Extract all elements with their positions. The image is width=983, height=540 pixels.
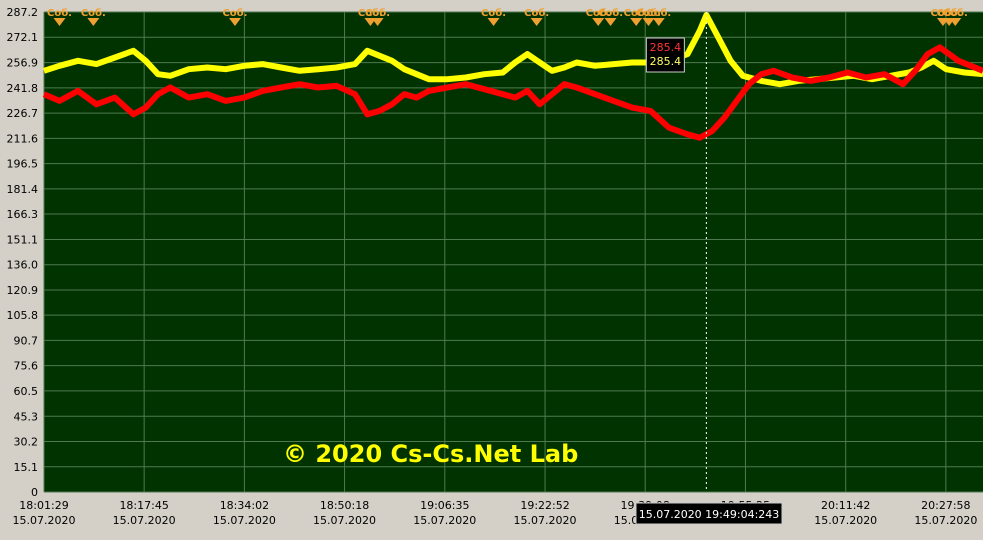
x-tick-date: 15.07.2020: [13, 514, 76, 527]
y-tick-label: 15.1: [14, 461, 39, 474]
x-tick-time: 19:22:52: [520, 499, 569, 512]
y-tick-label: 105.8: [7, 309, 39, 322]
grid: [43, 11, 983, 493]
event-markers: Соб. Соб. Соб. Соб.Соб. Соб. Соб. Соб.Соб. Соб.…: [47, 7, 968, 26]
y-tick-label: 90.7: [14, 334, 39, 347]
event-marker-triangle: [228, 18, 241, 26]
x-tick-time: 18:50:18: [320, 499, 369, 512]
event-marker-triangle: [642, 18, 655, 26]
y-tick-label: 287.2: [7, 6, 39, 19]
event-marker-triangle: [371, 18, 384, 26]
event-marker-label: Соб.: [222, 7, 247, 19]
event-marker-triangle: [530, 18, 543, 26]
event-marker-triangle: [630, 18, 643, 26]
y-tick-label: 60.5: [14, 385, 39, 398]
event-marker-triangle: [652, 18, 665, 26]
x-tick-time: 20:11:42: [821, 499, 870, 512]
event-marker-label: Соб.: [47, 7, 72, 19]
event-marker-label: Соб.: [636, 7, 661, 19]
x-tick-date: 15.07.2020: [914, 514, 977, 527]
y-tick-label: 196.5: [7, 158, 39, 171]
event-marker-triangle: [604, 18, 617, 26]
event-marker-label: Соб.: [624, 7, 649, 19]
y-tick-label: 181.4: [7, 183, 39, 196]
event-marker-triangle: [53, 18, 66, 26]
event-marker-label: Соб.: [930, 7, 955, 19]
y-tick-label: 120.9: [7, 284, 39, 297]
event-marker-triangle: [87, 18, 100, 26]
event-marker-label: Соб.: [524, 7, 549, 19]
event-marker-label: Соб.: [943, 7, 968, 19]
x-tick-date: 15.07.2020: [213, 514, 276, 527]
x-tick-time: 20:27:58: [921, 499, 970, 512]
event-marker-triangle: [949, 18, 962, 26]
y-tick-label: 30.2: [14, 436, 39, 449]
y-tick-label: 151.1: [7, 233, 39, 246]
event-marker-triangle: [592, 18, 605, 26]
series-group: [42, 12, 983, 141]
x-tick-date: 15.07.2020: [814, 514, 877, 527]
x-tick-time: 19:06:35: [420, 499, 469, 512]
y-tick-label: 272.1: [7, 31, 39, 44]
event-marker-label: Соб.: [358, 7, 383, 19]
cursor-value-box: [645, 37, 685, 73]
x-tick-date: 15.07.2020: [113, 514, 176, 527]
event-marker-label: Соб.: [481, 7, 506, 19]
cursor-value: 285.4: [650, 41, 682, 54]
y-tick-label: 256.9: [7, 57, 39, 70]
x-tick-time: 18:01:29: [19, 499, 68, 512]
y-axis: 287.2 272.1 256.9 241.8 226.7 211.6 196.5 181.4…: [7, 6, 39, 499]
event-marker-label: Соб.: [365, 7, 390, 19]
x-tick-time: 18:17:45: [119, 499, 168, 512]
y-tick-label: 226.7: [7, 107, 39, 120]
y-tick-label: 136.0: [7, 259, 39, 272]
y-tick-label: 0: [31, 486, 38, 499]
cursor-value: 285.4: [650, 55, 682, 68]
event-marker-label: Соб.: [81, 7, 106, 19]
cursor-time-label: 15.07.2020 19:49:04:243: [639, 508, 780, 521]
watermark-text: © 2020 Cs-Cs.Net Lab: [283, 440, 578, 468]
x-tick-date: 15.07.2020: [413, 514, 476, 527]
x-tick-date: 15.07.2020: [313, 514, 376, 527]
y-tick-label: 45.3: [14, 410, 39, 423]
event-marker-label: Соб.: [646, 7, 671, 19]
x-tick-time: 18:34:02: [220, 499, 269, 512]
series-line: [42, 44, 983, 141]
y-tick-label: 211.6: [7, 132, 39, 145]
event-marker-label: Соб.: [937, 7, 962, 19]
y-tick-label: 166.3: [7, 208, 39, 221]
plot-area[interactable]: [44, 12, 983, 492]
event-marker-triangle: [487, 18, 500, 26]
cursor-time-box: [635, 502, 783, 525]
y-tick-label: 75.6: [14, 360, 39, 373]
event-marker-label: Соб.: [586, 7, 611, 19]
y-tick-label: 241.8: [7, 82, 39, 95]
event-marker-label: Соб.: [598, 7, 623, 19]
x-tick-date: 15.07.2020: [514, 514, 577, 527]
